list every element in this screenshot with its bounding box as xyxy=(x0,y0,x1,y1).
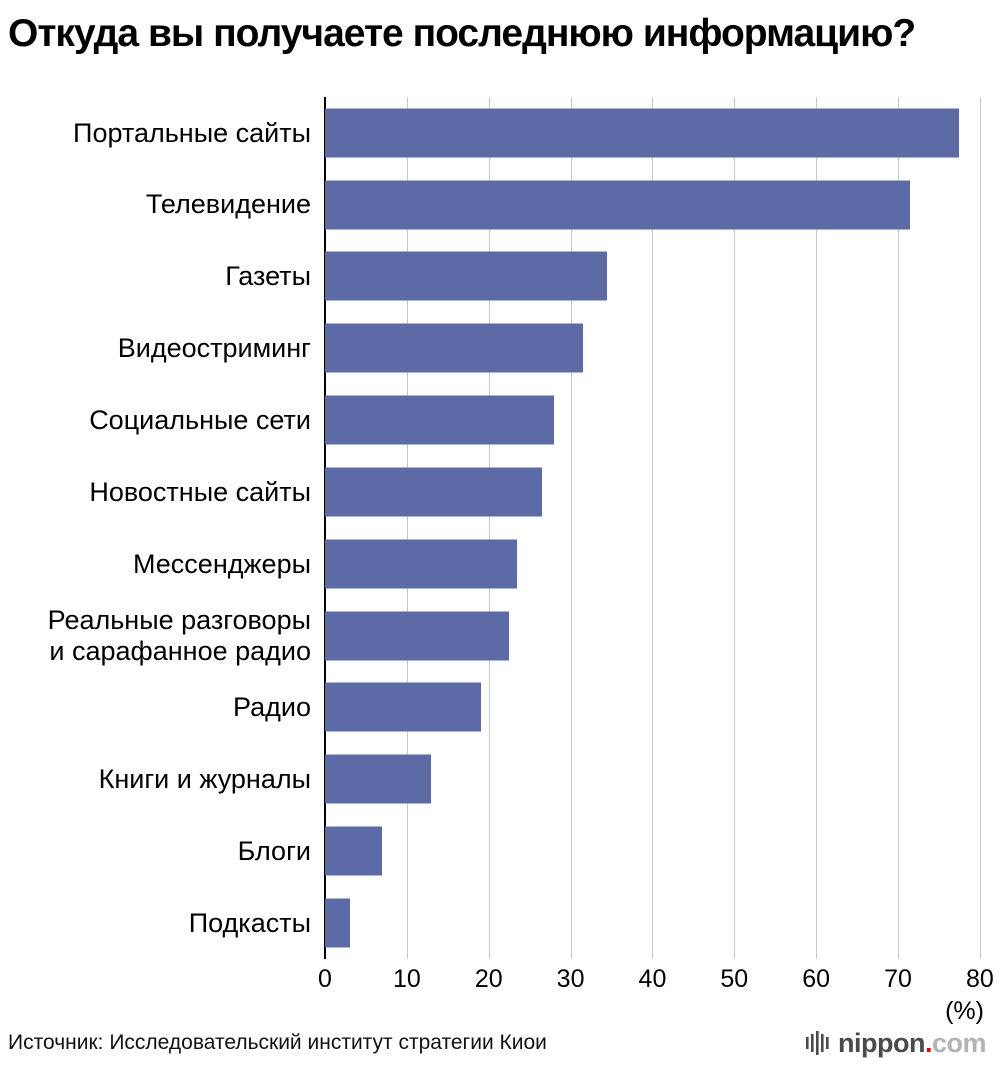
gridline xyxy=(488,96,490,959)
footer: Источник: Исследовательский институт стр… xyxy=(0,1020,1000,1082)
nippon-logo-icon xyxy=(805,1031,829,1055)
bar-track xyxy=(325,456,984,528)
gridline xyxy=(816,96,818,959)
bar xyxy=(325,251,608,301)
chart-row: Реальные разговоры и сарафанное радио xyxy=(0,600,1000,672)
category-label: Газеты xyxy=(225,261,311,292)
bar xyxy=(325,539,518,589)
gridline xyxy=(570,96,572,959)
x-unit-wrap: (%) xyxy=(325,997,984,1026)
bar-track xyxy=(325,887,984,959)
bar-chart: Портальные сайты Телевидение Газеты Видеост… xyxy=(0,96,1000,959)
bar xyxy=(325,611,510,661)
x-ticks: 0 10 20 30 40 50 60 70 80 xyxy=(318,959,994,995)
bar-track xyxy=(325,528,984,600)
bar xyxy=(325,108,960,158)
gridline xyxy=(652,96,654,959)
x-tick-label: 0 xyxy=(318,964,332,993)
category-label: Блоги xyxy=(237,835,311,866)
logo-prefix: nippon xyxy=(837,1027,925,1058)
category-label: Телевидение xyxy=(145,189,311,220)
source-text: Источник: Исследовательский институт стр… xyxy=(8,1031,547,1054)
x-axis-unit-label: (%) xyxy=(945,996,984,1025)
bar xyxy=(325,323,583,373)
bar-track xyxy=(325,600,984,672)
logo-dot: . xyxy=(924,1027,933,1058)
category-label: Портальные сайты xyxy=(73,117,311,148)
bar xyxy=(325,180,911,230)
x-tick-label: 70 xyxy=(884,964,912,993)
bar xyxy=(325,898,350,948)
bar-track xyxy=(325,743,984,815)
chart-row: Видеостриминг xyxy=(0,312,1000,384)
bar xyxy=(325,467,542,517)
chart-row: Газеты xyxy=(0,241,1000,313)
x-tick-label: 40 xyxy=(638,964,667,993)
bar xyxy=(325,682,481,732)
gridline xyxy=(406,96,408,959)
gridline-layer xyxy=(324,96,984,959)
nippon-logo-wordmark: nippon.com xyxy=(837,1027,987,1059)
category-label: Социальные сети xyxy=(89,404,311,435)
chart-row: Блоги xyxy=(0,815,1000,887)
chart-row: Социальные сети xyxy=(0,384,1000,456)
chart-row: Книги и журналы xyxy=(0,743,1000,815)
bar-track xyxy=(325,241,984,313)
category-label: Видеостриминг xyxy=(117,333,311,364)
gridline xyxy=(979,96,981,959)
nippon-logo: nippon.com xyxy=(805,1027,987,1059)
bar xyxy=(325,826,383,876)
x-tick-label: 30 xyxy=(556,964,585,993)
chart-row: Портальные сайты xyxy=(0,97,1000,169)
bar-rows: Портальные сайты Телевидение Газеты Видеост… xyxy=(0,97,1000,959)
gridline xyxy=(898,96,900,959)
bar-track xyxy=(325,671,984,743)
axis-zero-line xyxy=(324,96,326,959)
chart-row: Новостные сайты xyxy=(0,456,1000,528)
category-label: Книги и журналы xyxy=(98,764,311,795)
gridline xyxy=(734,96,736,959)
bar-track xyxy=(325,815,984,887)
category-label: Подкасты xyxy=(188,907,311,938)
chart-row: Телевидение xyxy=(0,169,1000,241)
bar xyxy=(325,754,432,804)
chart-row: Мессенджеры xyxy=(0,528,1000,600)
bar xyxy=(325,395,555,445)
chart-row: Радио xyxy=(0,671,1000,743)
x-tick-label: 80 xyxy=(966,964,994,993)
category-label: Реальные разговоры и сарафанное радио xyxy=(47,605,311,666)
chart-title: Откуда вы получаете последнюю информацию… xyxy=(8,12,916,55)
bar-track xyxy=(325,97,984,169)
x-tick-label: 50 xyxy=(720,964,749,993)
logo-tld: com xyxy=(931,1027,987,1058)
category-label: Радио xyxy=(233,692,311,723)
x-tick-label: 60 xyxy=(802,964,831,993)
bar-track xyxy=(325,312,984,384)
x-tick-label: 10 xyxy=(392,964,421,993)
x-tick-label: 20 xyxy=(474,964,503,993)
category-label: Мессенджеры xyxy=(133,548,311,579)
bar-track xyxy=(325,384,984,456)
bar-track xyxy=(325,169,984,241)
category-label: Новостные сайты xyxy=(89,476,311,507)
chart-row: Подкасты xyxy=(0,887,1000,959)
